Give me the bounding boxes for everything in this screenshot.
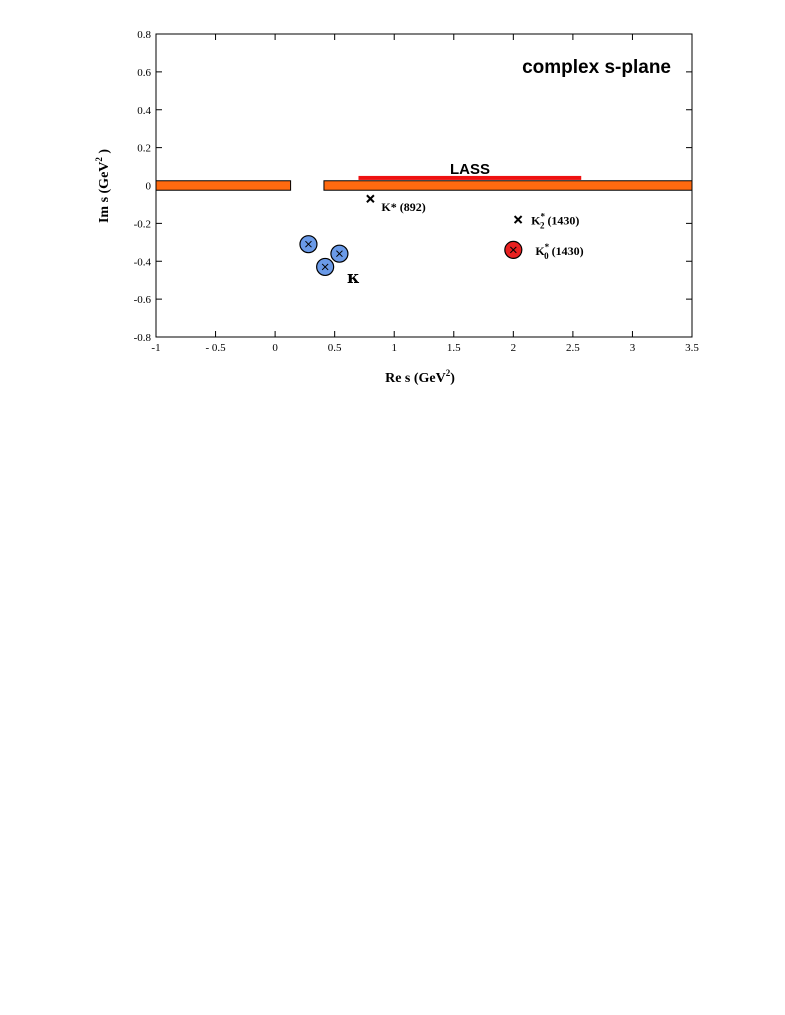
y-tick-label: 0.6 [137,67,151,79]
x-axis-label-tail: ) [450,371,455,386]
y-tick-labels: 0.8 0.6 0.4 0.2 0 -0.2 -0.4 -0.6 -0.8 [134,29,152,344]
y-tick-label: 0.4 [137,105,151,117]
x-tick-label: 1.5 [447,342,461,354]
x-tick-label: 2 [511,342,517,354]
k2-1430-label: K* 2 (1430) [531,212,579,231]
x-tick-label: - 0.5 [205,342,226,354]
axis-ticks [155,33,693,338]
y-axis-label-sup: 2 [94,157,104,162]
x-tick-label: 1 [391,342,397,354]
x-tick-label: 0 [272,342,278,354]
x-tick-label: 3.5 [685,342,699,354]
kappa-label: κ [347,268,360,288]
y-tick-label: -0.2 [134,218,151,230]
branch-cut-bar [155,180,292,191]
k0-1430-pole-cross [509,246,517,254]
branch-cuts [155,180,693,191]
y-axis-label: Im s (GeV2 ) [94,149,112,223]
poles: K* (892) K* 2 (1430) K* 0 (1430) [299,194,584,277]
kappa-pole-cross [336,250,343,258]
y-tick-label: 0.8 [137,29,151,41]
x-tick-label: -1 [151,342,160,354]
x-tick-label: 3 [630,342,636,354]
k892-label: K* (892) [381,200,425,214]
x-tick-label: 2.5 [566,342,580,354]
y-tick-label: -0.8 [134,332,152,344]
y-axis-label-main: Im s (GeV [97,162,112,223]
y-tick-label: -0.4 [134,256,152,268]
y-tick-label: 0.2 [137,143,151,155]
x-tick-labels: -1 - 0.5 0 0.5 1 1.5 2 2.5 3 3.5 [151,342,699,354]
chart-title: complex s-plane [522,57,671,78]
x-axis-label-sup: 2 [446,368,451,378]
lass-label: LASS [450,161,490,178]
y-tick-label: -0.6 [134,294,152,306]
lass-band [358,175,582,180]
k0-1430-label: K* 0 (1430) [535,242,583,261]
y-tick-label: 0 [146,181,152,193]
x-axis-label-main: Re s (GeV [385,371,446,386]
branch-cut-bar [323,180,693,191]
k2-1430-pole-marker [513,215,523,224]
x-axis-label: Re s (GeV2) [385,368,455,386]
lass-bar [358,175,582,180]
kappa-pole-cross [321,263,329,271]
kappa-pole-cross [305,240,312,248]
y-axis-label-tail: ) [97,149,112,158]
k892-pole-marker [366,194,375,203]
x-tick-label: 0.5 [328,342,342,354]
